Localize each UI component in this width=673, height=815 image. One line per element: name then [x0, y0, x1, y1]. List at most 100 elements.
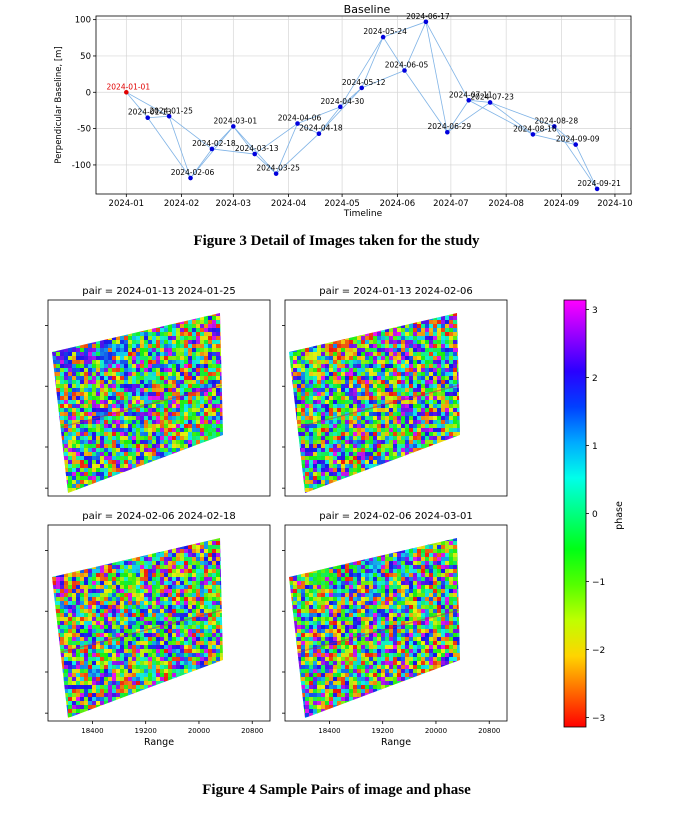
phase-pixel: [192, 392, 196, 396]
phase-pixel: [369, 424, 373, 428]
phase-pixel: [377, 388, 381, 392]
phase-pixel: [413, 404, 417, 408]
phase-pixel: [144, 380, 148, 384]
phase-pixel: [184, 313, 188, 316]
phase-pixel: [293, 316, 297, 320]
phase-pixel: [168, 400, 172, 404]
phase-pixel: [160, 484, 164, 488]
phase-pixel: [297, 436, 301, 440]
phase-pixel: [216, 344, 220, 348]
phase-pixel: [188, 388, 192, 392]
phase-pixel: [68, 484, 72, 488]
phase-pixel: [56, 488, 60, 492]
phase-pixel: [168, 488, 172, 492]
phase-pixel: [212, 388, 216, 392]
phase-pixel: [212, 613, 216, 617]
phase-pixel: [216, 464, 220, 468]
baseline-connection: [297, 123, 320, 135]
phase-pixel: [192, 553, 196, 557]
phase-pixel: [220, 561, 223, 565]
phase-pixel: [365, 392, 369, 396]
phase-pixel: [289, 456, 293, 460]
phase-pixel: [449, 332, 453, 336]
phase-pixel: [417, 412, 421, 416]
phase-pixel: [293, 348, 297, 352]
phase-pixel: [204, 464, 208, 468]
phase-pixel: [140, 444, 144, 448]
phase-pixel: [212, 476, 216, 480]
phase-pixel: [56, 364, 60, 368]
phase-pixel: [393, 360, 397, 364]
phase-pixel: [188, 476, 192, 480]
phase-pixel: [68, 581, 72, 585]
phase-pixel: [56, 585, 60, 589]
phase-pixel: [168, 388, 172, 392]
phase-pixel: [148, 601, 152, 605]
phase-pixel: [220, 368, 223, 372]
phase-pixel: [196, 400, 200, 404]
phase-pixel: [128, 332, 132, 336]
phase-pixel: [297, 476, 301, 480]
phase-pixel: [417, 460, 421, 464]
phase-pixel: [401, 484, 405, 488]
phase-pixel: [305, 428, 309, 432]
phase-pixel: [176, 313, 180, 316]
phase-pixel: [409, 484, 413, 488]
phase-pixel: [413, 484, 417, 488]
phase-pixel: [353, 372, 357, 376]
phase-pixel: [196, 601, 200, 605]
phase-pixel: [373, 408, 377, 412]
phase-pixel: [88, 313, 92, 316]
phase-pixel: [124, 585, 128, 589]
phase-pixel: [188, 384, 192, 388]
phase-pixel: [349, 328, 353, 332]
phase-pixel: [413, 476, 417, 480]
phase-pixel: [301, 440, 305, 444]
phase-pixel: [148, 392, 152, 396]
phase-pixel: [333, 320, 337, 324]
phase-pixel: [160, 605, 164, 609]
phase-pixel: [100, 412, 104, 416]
phase-pixel: [160, 372, 164, 376]
phase-pixel: [377, 476, 381, 480]
phase-pixel: [453, 416, 457, 420]
phase-pixel: [60, 472, 64, 476]
phase-pixel: [88, 492, 92, 493]
phase-pixel: [333, 396, 337, 400]
phase-pixel: [353, 436, 357, 440]
phase-pixel: [385, 380, 389, 384]
phase-pixel: [124, 484, 128, 488]
phase-pixel: [120, 316, 124, 320]
phase-pixel: [293, 480, 297, 484]
phase-pixel: [100, 593, 104, 597]
phase-pixel: [305, 380, 309, 384]
phase-pixel: [441, 444, 445, 448]
phase-pixel: [309, 376, 313, 380]
phase-pixel: [429, 368, 433, 372]
phase-pixel: [413, 400, 417, 404]
phase-pixel: [96, 545, 100, 549]
phase-pixel: [429, 492, 433, 493]
phase-pixel: [92, 344, 96, 348]
phase-pixel: [60, 581, 64, 585]
phase-pixel: [52, 316, 56, 320]
phase-pixel: [104, 593, 108, 597]
phase-pixel: [417, 468, 421, 472]
phase-pixel: [116, 488, 120, 492]
phase-pixel: [136, 569, 140, 573]
phase-pixel: [216, 452, 220, 456]
phase-pixel: [289, 472, 293, 476]
phase-pixel: [176, 336, 180, 340]
phase-pixel: [104, 372, 108, 376]
phase-pixel: [68, 589, 72, 593]
phase-pixel: [148, 436, 152, 440]
phase-pixel: [72, 464, 76, 468]
phase-pixel: [437, 396, 441, 400]
phase-pixel: [88, 348, 92, 352]
phase-pixel: [449, 404, 453, 408]
phase-pixel: [60, 316, 64, 320]
phase-pixel: [365, 428, 369, 432]
phase-pixel: [76, 460, 80, 464]
phase-pixel: [112, 456, 116, 460]
phase-pixel: [357, 472, 361, 476]
